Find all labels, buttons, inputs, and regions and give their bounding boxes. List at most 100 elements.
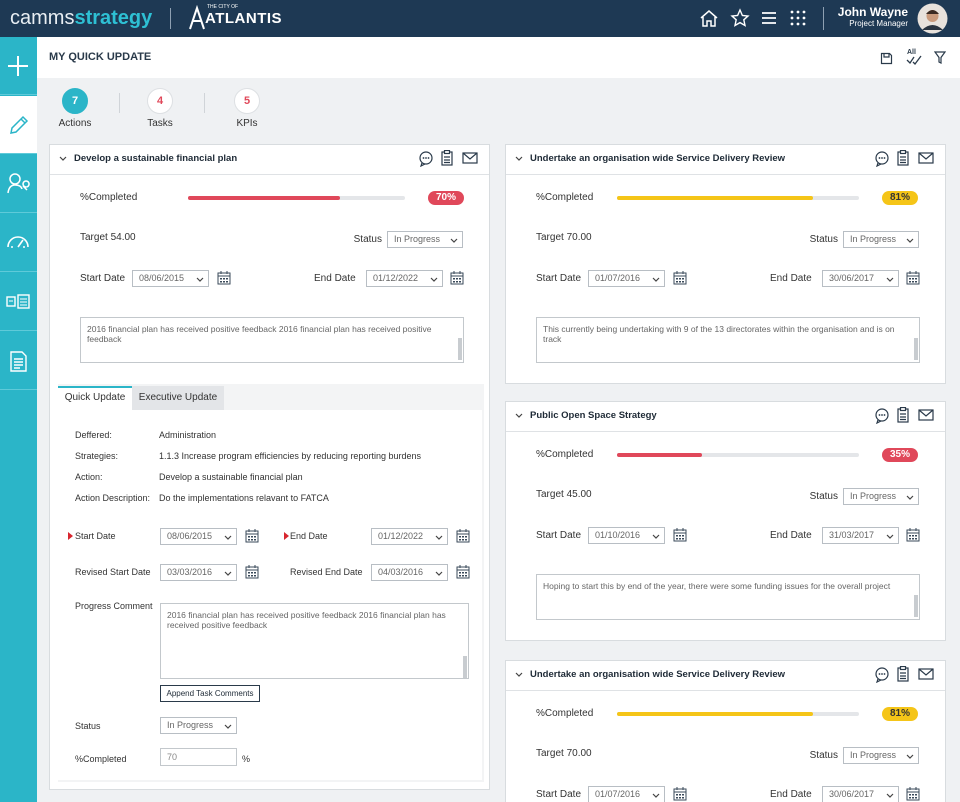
- end-date-label: End Date: [290, 531, 328, 541]
- collapse-icon[interactable]: [515, 156, 524, 162]
- favourite-icon[interactable]: [730, 8, 750, 28]
- card-actions[interactable]: [874, 150, 936, 167]
- card-actions[interactable]: [418, 150, 480, 167]
- collapse-icon[interactable]: [515, 672, 524, 678]
- calendar-icon[interactable]: [245, 565, 259, 579]
- dropdown[interactable]: 08/06/2015: [160, 528, 237, 545]
- calendar-icon[interactable]: [906, 787, 920, 801]
- menu-icon[interactable]: [760, 10, 778, 26]
- sidebar-item[interactable]: [0, 155, 37, 213]
- dropdown-value: In Progress: [850, 491, 897, 501]
- sidebar-item[interactable]: [0, 214, 37, 272]
- check-all-icon[interactable]: [906, 55, 922, 65]
- sidebar-icon: [8, 56, 28, 76]
- collapse-icon[interactable]: [515, 413, 524, 419]
- target: Target 54.00: [80, 232, 136, 243]
- count-label[interactable]: Actions: [58, 118, 92, 129]
- card-title[interactable]: Public Open Space Strategy: [530, 410, 657, 421]
- dropdown[interactable]: 03/03/2016: [160, 564, 237, 581]
- calendar-icon[interactable]: [906, 528, 920, 542]
- dropdown[interactable]: In Progress: [160, 717, 237, 734]
- calendar-icon[interactable]: [673, 271, 687, 285]
- sidebar-icon: [10, 351, 27, 372]
- page-title: MY QUICK UPDATE: [49, 51, 152, 63]
- divider: [823, 7, 824, 30]
- sidebar-item[interactable]: [0, 332, 37, 390]
- dropdown[interactable]: 01/07/2016: [588, 786, 665, 802]
- sidebar-item[interactable]: [0, 96, 37, 154]
- dropdown[interactable]: 30/06/2017: [822, 786, 899, 802]
- card: Public Open Space Strategy %Completed 35% T…: [505, 401, 946, 641]
- comment-box[interactable]: 2016 financial plan has received positiv…: [80, 317, 464, 363]
- home-icon[interactable]: [699, 9, 719, 28]
- target: Target 70.00: [536, 748, 592, 759]
- count-badge[interactable]: 4: [147, 88, 173, 114]
- calendar-icon[interactable]: [673, 787, 687, 801]
- calendar-icon[interactable]: [456, 565, 470, 579]
- calendar-icon[interactable]: [450, 271, 464, 285]
- comment-box[interactable]: This currently being undertaking with 9 …: [536, 317, 920, 363]
- all-label[interactable]: All: [907, 49, 916, 56]
- progress-comment-box[interactable]: 2016 financial plan has received positiv…: [160, 603, 469, 679]
- dropdown[interactable]: In Progress: [843, 747, 919, 764]
- required-marker: [284, 532, 289, 540]
- card-title[interactable]: Develop a sustainable financial plan: [74, 153, 238, 164]
- count-label[interactable]: Tasks: [147, 118, 173, 129]
- dropdown[interactable]: 01/07/2016: [588, 270, 665, 287]
- dropdown[interactable]: 01/10/2016: [588, 527, 665, 544]
- calendar-icon[interactable]: [217, 271, 231, 285]
- count-badge[interactable]: 5: [234, 88, 260, 114]
- card-header-border: [506, 174, 945, 175]
- dropdown[interactable]: 04/03/2016: [371, 564, 448, 581]
- count-badge[interactable]: 7: [62, 88, 88, 114]
- calendar-icon[interactable]: [456, 529, 470, 543]
- comment-box[interactable]: Hoping to start this by end of the year,…: [536, 574, 920, 620]
- dropdown[interactable]: In Progress: [387, 231, 463, 248]
- sidebar-item[interactable]: [0, 37, 37, 95]
- completed-input[interactable]: 70: [160, 748, 237, 766]
- dropdown[interactable]: 01/12/2022: [366, 270, 443, 287]
- save-icon[interactable]: [880, 52, 893, 65]
- collapse-icon[interactable]: [59, 156, 68, 162]
- filter-icon[interactable]: [934, 51, 946, 65]
- user-role: Project Manager: [849, 19, 908, 28]
- calendar-icon[interactable]: [673, 528, 687, 542]
- comment-text: Hoping to start this by end of the year,…: [543, 581, 891, 591]
- field-value: 1.1.3 Increase program efficiencies by r…: [159, 451, 421, 461]
- card-actions[interactable]: [874, 407, 936, 424]
- detail-body: Deffered: Administration Strategies: 1.1.3 …: [58, 410, 482, 780]
- dropdown-arrow: [435, 571, 443, 576]
- status-label: Status: [809, 491, 838, 502]
- field-value: Do the implementations relavant to FATCA: [159, 493, 329, 503]
- dropdown[interactable]: 01/12/2022: [371, 528, 448, 545]
- avatar[interactable]: [917, 3, 948, 34]
- percent-badge: 70%: [428, 191, 464, 205]
- card-header-border: [506, 431, 945, 432]
- target: Target 45.00: [536, 489, 592, 500]
- dropdown[interactable]: In Progress: [843, 231, 919, 248]
- sidebar-item[interactable]: [0, 273, 37, 331]
- dropdown-value: 01/10/2016: [595, 530, 641, 540]
- card-title[interactable]: Undertake an organisation wide Service D…: [530, 669, 786, 680]
- dropdown[interactable]: 08/06/2015: [132, 270, 209, 287]
- tab[interactable]: Executive Update: [132, 386, 224, 410]
- start-date-label: Start Date: [75, 531, 116, 541]
- dropdown[interactable]: 31/03/2017: [822, 527, 899, 544]
- calendar-icon[interactable]: [906, 271, 920, 285]
- dropdown-arrow: [906, 495, 914, 500]
- dropdown-arrow: [435, 535, 443, 540]
- append-button[interactable]: Append Task Comments: [160, 685, 260, 702]
- count-label[interactable]: KPIs: [236, 118, 258, 129]
- completed-unit: %: [242, 754, 251, 764]
- card-title[interactable]: Undertake an organisation wide Service D…: [530, 153, 786, 164]
- dropdown[interactable]: 30/06/2017: [822, 270, 899, 287]
- calendar-icon[interactable]: [245, 529, 259, 543]
- card-actions[interactable]: [874, 666, 936, 683]
- apps-icon[interactable]: [789, 9, 807, 27]
- progress-fill: [617, 712, 814, 716]
- dropdown[interactable]: In Progress: [843, 488, 919, 505]
- dropdown-arrow: [224, 571, 232, 576]
- comment-text: This currently being undertaking with 9 …: [543, 324, 895, 344]
- tab-active[interactable]: Quick Update: [58, 386, 132, 410]
